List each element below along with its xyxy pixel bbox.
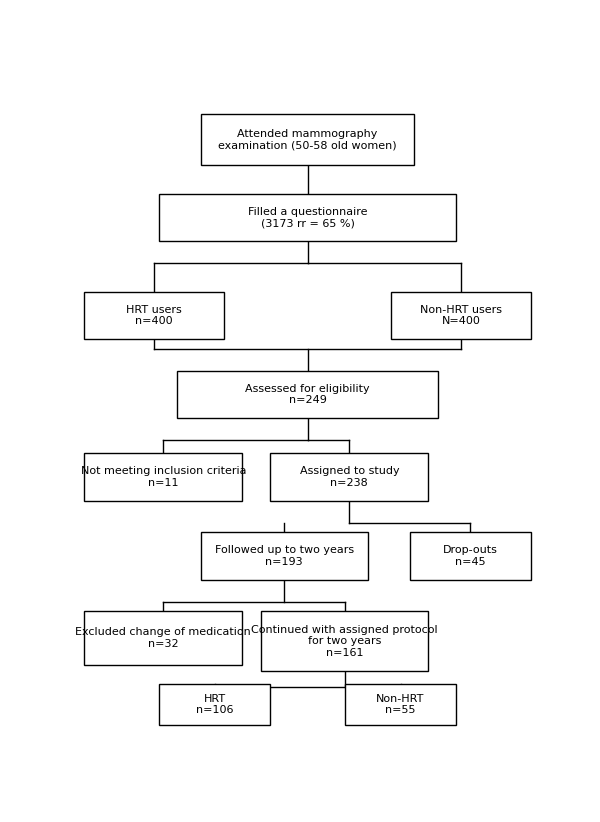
Text: Non-HRT users
N=400: Non-HRT users N=400 [420,305,502,326]
FancyBboxPatch shape [84,292,224,339]
FancyBboxPatch shape [200,114,415,165]
Text: Non-HRT
n=55: Non-HRT n=55 [376,694,425,715]
FancyBboxPatch shape [84,453,242,501]
Text: Continued with assigned protocol
for two years
n=161: Continued with assigned protocol for two… [251,625,438,658]
Text: Drop-outs
n=45: Drop-outs n=45 [443,545,497,566]
FancyBboxPatch shape [270,453,428,501]
FancyBboxPatch shape [84,612,242,665]
Text: Not meeting inclusion criteria
n=11: Not meeting inclusion criteria n=11 [80,466,246,487]
Text: HRT users
n=400: HRT users n=400 [126,305,182,326]
FancyBboxPatch shape [158,194,457,241]
FancyBboxPatch shape [391,292,531,339]
FancyBboxPatch shape [178,371,438,418]
FancyBboxPatch shape [261,612,428,672]
FancyBboxPatch shape [344,684,456,725]
Text: Attended mammography
examination (50-58 old women): Attended mammography examination (50-58 … [218,129,397,150]
Text: Assessed for eligibility
n=249: Assessed for eligibility n=249 [245,384,370,405]
Text: Assigned to study
n=238: Assigned to study n=238 [299,466,399,487]
Text: HRT
n=106: HRT n=106 [196,694,233,715]
Text: Followed up to two years
n=193: Followed up to two years n=193 [215,545,354,566]
FancyBboxPatch shape [158,684,270,725]
FancyBboxPatch shape [410,532,531,580]
FancyBboxPatch shape [200,532,368,580]
Text: Excluded change of medication
n=32: Excluded change of medication n=32 [76,627,251,649]
Text: Filled a questionnaire
(3173 rr = 65 %): Filled a questionnaire (3173 rr = 65 %) [248,206,367,229]
